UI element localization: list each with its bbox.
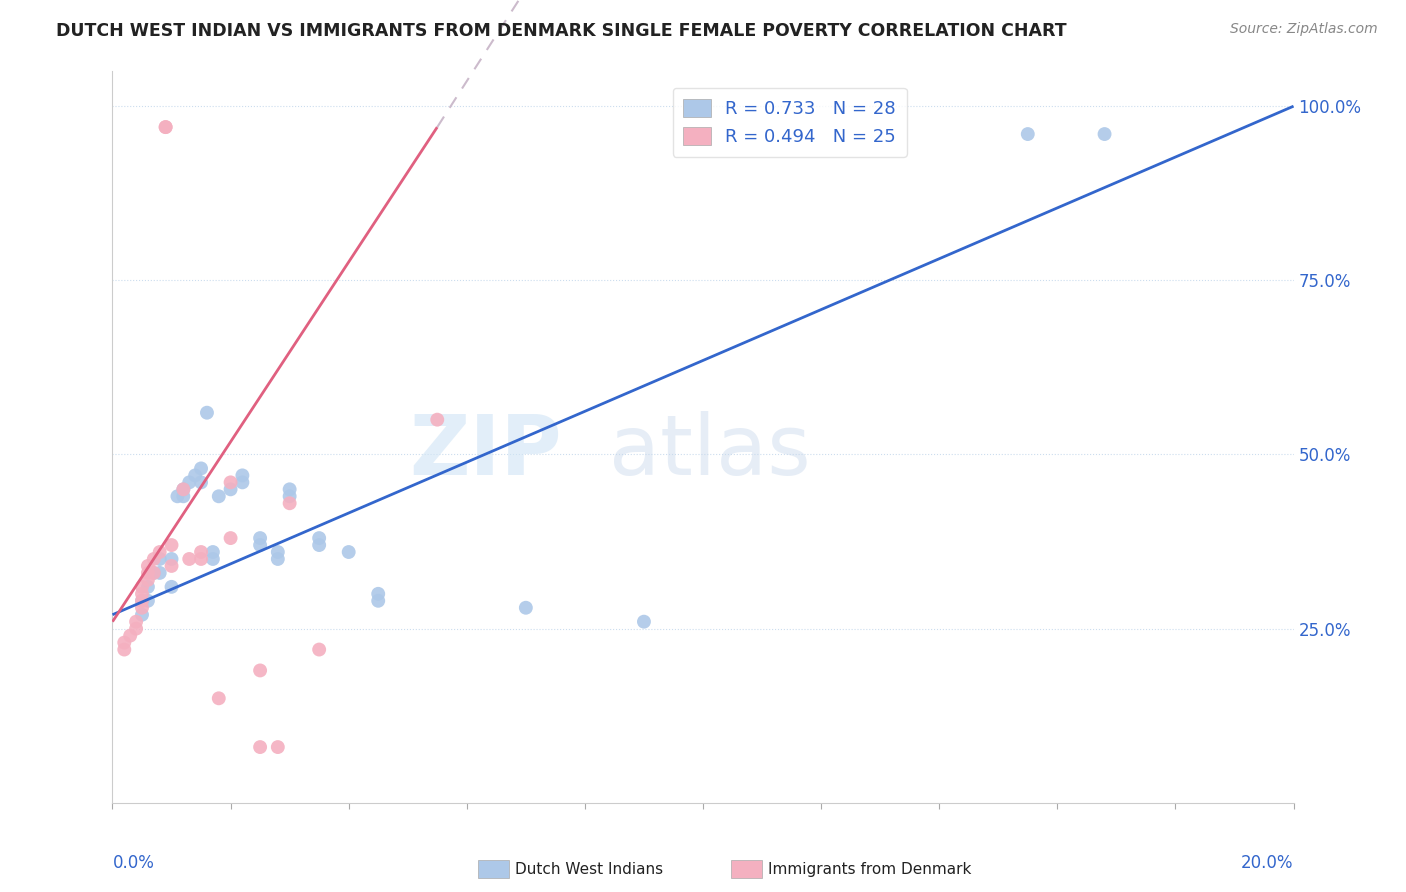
Point (149, 545, 172, 559)
Point (125, 622, 148, 636)
Point (515, 600, 537, 615)
Point (208, 691, 231, 706)
Point (426, 412, 449, 426)
Point (172, 483, 194, 497)
Point (249, 664, 271, 678)
Point (155, 120, 177, 134)
Point (112, 642, 135, 657)
Point (166, 489, 188, 503)
Point (136, 580, 159, 594)
Text: DUTCH WEST INDIAN VS IMMIGRANTS FROM DENMARK SINGLE FEMALE POVERTY CORRELATION C: DUTCH WEST INDIAN VS IMMIGRANTS FROM DEN… (56, 22, 1067, 40)
Point (231, 475, 253, 490)
Point (278, 496, 301, 510)
Legend: R = 0.733   N = 28, R = 0.494   N = 25: R = 0.733 N = 28, R = 0.494 N = 25 (672, 87, 907, 157)
Point (131, 594, 153, 608)
Point (201, 552, 224, 566)
Point (367, 587, 389, 601)
Point (190, 545, 212, 559)
Point (249, 531, 271, 545)
Point (219, 475, 242, 490)
Point (179, 552, 201, 566)
Point (149, 552, 172, 566)
Point (142, 552, 165, 566)
Point (131, 594, 153, 608)
Point (172, 489, 194, 503)
Text: 20.0%: 20.0% (1241, 854, 1294, 872)
Point (1017, 127, 1039, 141)
Point (155, 120, 177, 134)
Text: ZIP: ZIP (409, 411, 561, 492)
Point (131, 607, 153, 622)
Point (172, 483, 194, 497)
Point (278, 489, 301, 503)
Point (208, 489, 231, 503)
Point (131, 600, 153, 615)
Point (195, 406, 218, 420)
Point (201, 545, 224, 559)
Point (278, 483, 301, 497)
Point (179, 475, 201, 490)
Text: Immigrants from Denmark: Immigrants from Denmark (768, 863, 972, 877)
Point (190, 461, 212, 475)
Point (249, 538, 271, 552)
Point (1094, 127, 1116, 141)
Text: Dutch West Indians: Dutch West Indians (515, 863, 662, 877)
Point (136, 573, 159, 587)
Point (308, 538, 330, 552)
Point (308, 531, 330, 545)
Point (112, 635, 135, 649)
Point (231, 468, 253, 483)
Point (142, 566, 165, 580)
Point (267, 545, 290, 559)
Point (219, 483, 242, 497)
Point (160, 538, 183, 552)
Point (131, 587, 153, 601)
Point (120, 629, 142, 643)
Point (160, 552, 183, 566)
Point (337, 545, 360, 559)
Point (149, 566, 172, 580)
Text: Source: ZipAtlas.com: Source: ZipAtlas.com (1230, 22, 1378, 37)
Point (160, 558, 183, 573)
Point (136, 594, 159, 608)
Point (267, 740, 290, 755)
Point (190, 552, 212, 566)
Text: atlas: atlas (609, 411, 810, 492)
Point (125, 615, 148, 629)
Point (142, 566, 165, 580)
Point (308, 642, 330, 657)
Point (136, 566, 159, 580)
Point (633, 615, 655, 629)
Point (136, 558, 159, 573)
Point (160, 580, 183, 594)
Point (131, 580, 153, 594)
Point (219, 531, 242, 545)
Point (249, 740, 271, 755)
Point (184, 468, 207, 483)
Point (267, 552, 290, 566)
Text: 0.0%: 0.0% (112, 854, 155, 872)
Point (190, 475, 212, 490)
Point (367, 594, 389, 608)
